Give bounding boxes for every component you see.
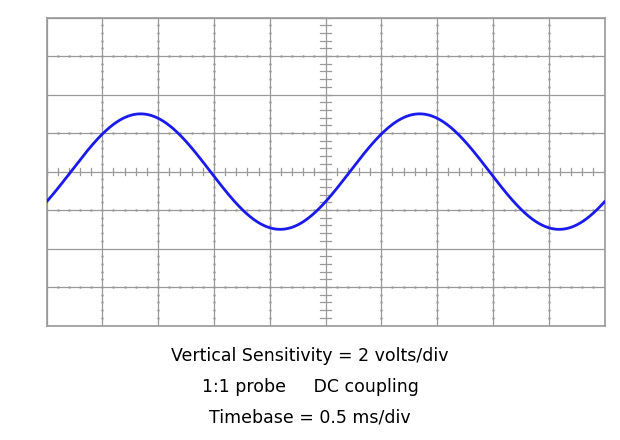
Text: Vertical Sensitivity = 2 volts/div: Vertical Sensitivity = 2 volts/div: [171, 347, 449, 365]
Text: Timebase = 0.5 ms/div: Timebase = 0.5 ms/div: [209, 409, 411, 427]
Text: 1:1 probe     DC coupling: 1:1 probe DC coupling: [202, 378, 418, 396]
